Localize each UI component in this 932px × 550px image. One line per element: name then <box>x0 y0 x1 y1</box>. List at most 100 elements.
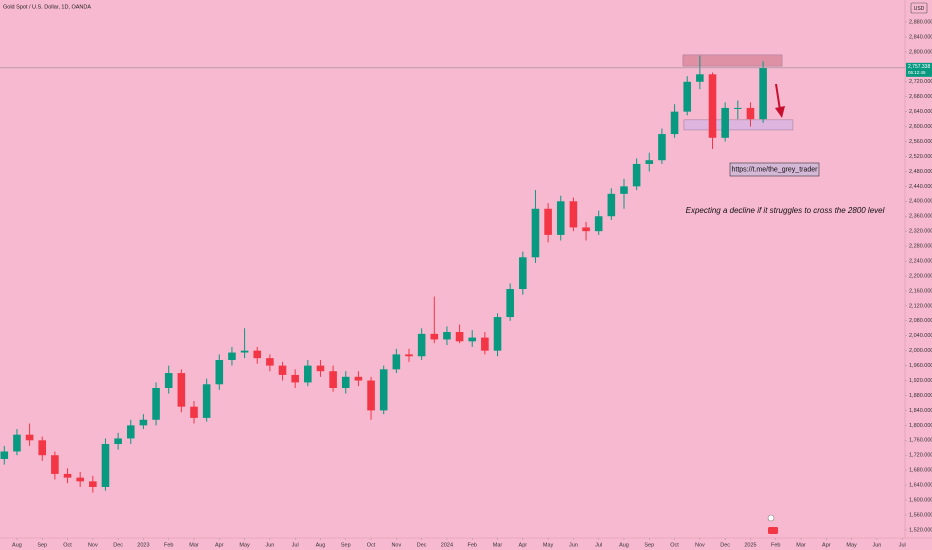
y-tick-label: 2,280.000 <box>909 244 932 250</box>
zone <box>683 119 794 131</box>
candle-body <box>620 186 628 194</box>
y-tick-label: 2,200.000 <box>909 273 932 279</box>
candle-body <box>506 289 514 318</box>
x-tick-label: May <box>543 542 554 548</box>
candle-body <box>746 107 755 120</box>
flag-icon[interactable] <box>768 527 778 534</box>
last-price-box <box>906 62 932 77</box>
x-tick-label: Jun <box>569 542 578 548</box>
y-tick-label: 2,000.000 <box>909 348 932 354</box>
y-tick-label: 2,600.000 <box>909 124 932 130</box>
candle-body <box>519 257 527 290</box>
candle-body <box>405 354 413 357</box>
candle-body <box>253 350 262 359</box>
x-tick-label: Oct <box>63 542 72 548</box>
candle-body <box>341 376 350 389</box>
candle-body <box>392 354 401 370</box>
candle-body <box>63 473 72 478</box>
link-text: https://t.me/the_grey_trader <box>732 166 819 173</box>
y-tick-label: 2,680.000 <box>909 94 932 100</box>
candle-body <box>544 208 552 235</box>
y-tick-label: 2,240.000 <box>909 258 932 264</box>
candle-body <box>594 216 603 232</box>
y-tick-label: 2,800.000 <box>909 49 932 55</box>
x-tick-label: Oct <box>367 542 376 548</box>
y-tick-label: 1,600.000 <box>909 497 932 503</box>
x-tick-label: 2025 <box>744 542 756 548</box>
arrow-shaft <box>775 83 781 111</box>
candle-body <box>76 477 84 482</box>
candle-body <box>304 365 312 383</box>
x-tick-label: Dec <box>720 542 730 548</box>
x-tick-label: Nov <box>695 542 705 548</box>
candle-body <box>759 67 767 120</box>
candle-body <box>607 193 616 217</box>
countdown: 05:12:45 <box>908 70 926 75</box>
candle-body <box>139 419 148 426</box>
candle-body <box>468 337 477 342</box>
y-tick-label: 2,720.000 <box>909 79 932 85</box>
x-tick-label: Aug <box>619 542 629 548</box>
currency-box[interactable] <box>910 2 928 14</box>
candle-body <box>329 371 337 389</box>
x-tick-label: Mar <box>493 542 503 548</box>
candle-body <box>367 380 375 411</box>
candle-body <box>696 74 704 82</box>
candle-body <box>721 107 729 138</box>
candle-body <box>240 350 249 353</box>
candle-body <box>266 358 274 366</box>
candle-body <box>455 331 464 342</box>
x-tick-label: Aug <box>12 542 22 548</box>
y-tick-label: 2,320.000 <box>909 229 932 235</box>
y-tick-label: 2,840.000 <box>909 34 932 40</box>
x-tick-label: Feb <box>164 542 173 548</box>
y-tick-label: 1,720.000 <box>909 453 932 459</box>
x-tick-label: May <box>239 542 250 548</box>
x-tick-label: Nov <box>391 542 401 548</box>
plot: 1,520.000 1,560.000 1,600.000 1,640.000 1,68… <box>0 19 932 548</box>
y-tick-label: 1,760.000 <box>909 438 932 444</box>
symbol-title: Gold Spot / U.S. Dollar, 1D, OANDA <box>3 4 91 10</box>
y-tick-label: 2,520.000 <box>909 154 932 160</box>
x-tick-label: Nov <box>88 542 98 548</box>
event-icon[interactable] <box>767 514 775 522</box>
x-tick-label: Sep <box>341 542 351 548</box>
candle-body <box>215 360 224 385</box>
annotation: Expecting a decline if it struggles to c… <box>686 206 885 215</box>
x-tick-label: Mar <box>189 542 199 548</box>
candle-body <box>13 434 21 452</box>
candle-body <box>152 388 160 420</box>
y-tick-label: 1,920.000 <box>909 378 932 384</box>
x-tick-label: Jul <box>595 542 602 548</box>
candle-body <box>164 373 173 389</box>
y-tick-label: 2,480.000 <box>909 169 932 175</box>
x-tick-label: 2024 <box>441 542 453 548</box>
y-tick-label: 2,560.000 <box>909 139 932 145</box>
candle-body <box>51 455 59 474</box>
x-tick-label: Apr <box>215 542 224 548</box>
x-tick-label: Sep <box>37 542 47 548</box>
zone <box>682 54 783 67</box>
y-tick-label: 1,880.000 <box>909 393 932 399</box>
y-tick-label: 1,560.000 <box>909 512 932 518</box>
candle-body <box>89 481 97 487</box>
candle-body <box>670 111 679 135</box>
candle-body <box>126 425 135 439</box>
currency[interactable]: USD <box>914 6 925 12</box>
y-tick-label: 2,040.000 <box>909 333 932 339</box>
candle-body <box>291 374 299 383</box>
candle-body <box>645 160 654 164</box>
x-tick-label: Oct <box>670 542 679 548</box>
candle-body <box>569 201 578 228</box>
candle-body <box>443 331 451 340</box>
candle-body <box>481 337 489 351</box>
x-tick-label: Jul <box>899 542 906 548</box>
y-tick-label: 2,640.000 <box>909 109 932 115</box>
y-tick-label: 1,680.000 <box>909 468 932 474</box>
candle-body <box>114 438 122 445</box>
x-tick-label: Jun <box>265 542 274 548</box>
candle-body <box>493 317 502 351</box>
x-tick-label: Apr <box>519 542 528 548</box>
